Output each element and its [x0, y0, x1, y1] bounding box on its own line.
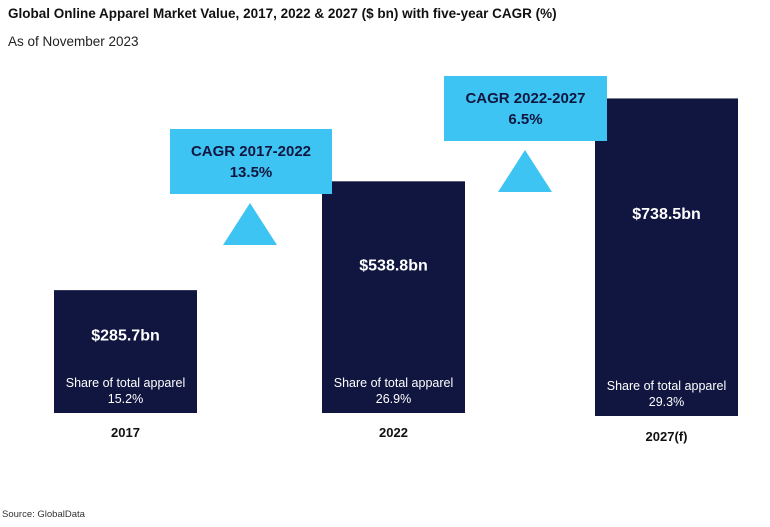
x-tick-label: 2027(f): [646, 429, 688, 444]
x-tick-label: 2017: [111, 425, 140, 440]
cagr-label: CAGR 2017-2022: [191, 143, 311, 160]
cagr-value: 6.5%: [508, 111, 542, 128]
bar: [595, 98, 738, 416]
x-tick-label: 2022: [379, 425, 408, 440]
source-note: Source: GlobalData: [2, 509, 85, 520]
cagr-callout-box: [444, 76, 607, 141]
bar: [322, 181, 465, 413]
share-label: Share of total apparel: [607, 379, 727, 393]
up-arrow-icon: [498, 150, 552, 192]
share-label: Share of total apparel: [334, 376, 454, 390]
share-value: 15.2%: [108, 392, 143, 406]
bar-value-label: $538.8bn: [359, 258, 427, 275]
cagr-value: 13.5%: [230, 164, 273, 181]
cagr-callout-box: [170, 129, 332, 194]
chart-title: Global Online Apparel Market Value, 2017…: [8, 6, 557, 21]
bar: [54, 290, 197, 413]
chart-subtitle: As of November 2023: [8, 34, 139, 49]
cagr-label: CAGR 2022-2027: [465, 90, 585, 107]
share-value: 26.9%: [376, 392, 411, 406]
share-label: Share of total apparel: [66, 376, 186, 390]
bar-value-label: $738.5bn: [632, 206, 700, 223]
bar-value-label: $285.7bn: [91, 327, 159, 344]
share-value: 29.3%: [649, 395, 684, 409]
up-arrow-icon: [223, 203, 277, 245]
